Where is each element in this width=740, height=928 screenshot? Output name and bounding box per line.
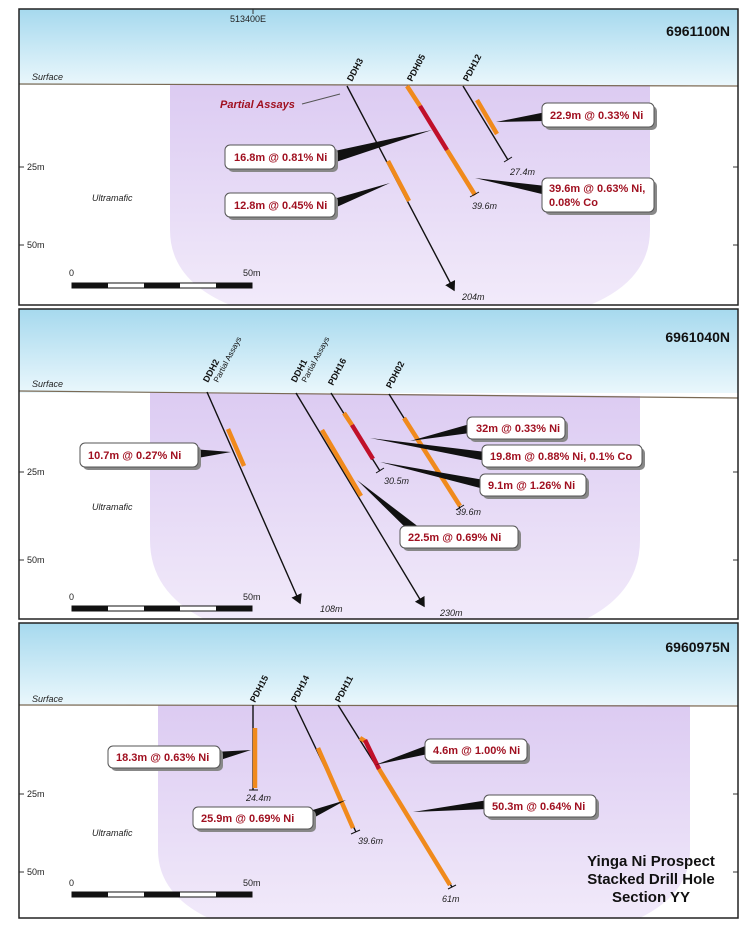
hole-depth: 39.6m [358, 836, 384, 846]
northing: 6961040N [665, 329, 730, 345]
hole-depth: 61m [442, 894, 460, 904]
scale-bar [71, 605, 253, 612]
hole-depth: 230m [439, 608, 463, 618]
scale-label: 50m [243, 878, 261, 888]
hole-depth: 24.4m [245, 793, 272, 803]
frames [18, 8, 739, 919]
section-2: 6961040N Surface 25m 50m Ultramafic 0 50… [19, 309, 738, 619]
intercept: 32m @ 0.33% Ni [476, 423, 560, 435]
depth-label: 50m [27, 867, 45, 877]
note: Partial Assays [220, 99, 295, 111]
scale-bar [71, 282, 253, 289]
northing: 6961100N [666, 23, 730, 39]
intercept: 50.3m @ 0.64% Ni [492, 801, 585, 813]
northing: 6960975N [665, 639, 730, 655]
surface-label: Surface [32, 72, 63, 82]
depth-label: 50m [27, 555, 45, 565]
depth-label: 50m [27, 240, 45, 250]
intercept: 10.7m @ 0.27% Ni [88, 450, 181, 462]
intercept: 39.6m @ 0.63% Ni, [549, 183, 645, 195]
intercept: 4.6m @ 1.00% Ni [433, 745, 520, 757]
intercept: 16.8m @ 0.81% Ni [234, 152, 327, 164]
scale-label: 50m [243, 268, 261, 278]
depth-label: 25m [27, 162, 45, 172]
scale-label: 0 [69, 592, 74, 602]
easting: 513400E [230, 14, 266, 24]
intercept: 22.9m @ 0.33% Ni [550, 110, 643, 122]
rock-label: Ultramafic [92, 828, 133, 838]
title: Stacked Drill Hole [587, 871, 715, 888]
section-3: 6960975N Surface 25m 50m Ultramafic 0 50… [19, 623, 738, 918]
intercept: 18.3m @ 0.63% Ni [116, 752, 209, 764]
section-1: 513400E 6961100N Surface 25m 50m Ultrama… [19, 9, 738, 305]
intercept: 12.8m @ 0.45% Ni [234, 200, 327, 212]
depth-label: 25m [27, 467, 45, 477]
intercept: 0.08% Co [549, 197, 598, 209]
scale-bar [71, 891, 253, 898]
intercept: 19.8m @ 0.88% Ni, 0.1% Co [490, 451, 632, 463]
rock-label: Ultramafic [92, 502, 133, 512]
intercept: 22.5m @ 0.69% Ni [408, 532, 501, 544]
scale-label: 0 [69, 878, 74, 888]
intercept: 25.9m @ 0.69% Ni [201, 813, 294, 825]
hole-depth: 39.6m [472, 201, 498, 211]
hole-depth: 39.6m [456, 507, 482, 517]
surface-label: Surface [32, 694, 63, 704]
surface-label: Surface [32, 379, 63, 389]
hole-depth: 30.5m [384, 476, 410, 486]
title: Yinga Ni Prospect [587, 853, 715, 870]
rock-label: Ultramafic [92, 193, 133, 203]
hole-depth: 108m [320, 604, 343, 614]
scale-label: 50m [243, 592, 261, 602]
hole-depth: 204m [461, 292, 485, 302]
hole-depth: 27.4m [509, 167, 536, 177]
depth-label: 25m [27, 789, 45, 799]
scale-label: 0 [69, 268, 74, 278]
title: Section YY [612, 889, 690, 906]
intercept: 9.1m @ 1.26% Ni [488, 480, 575, 492]
